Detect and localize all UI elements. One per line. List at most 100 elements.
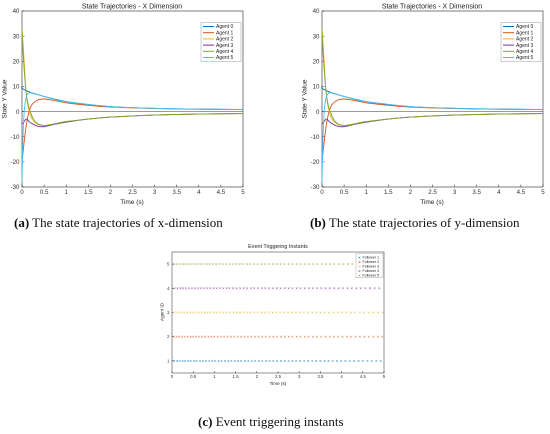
event-marker-follower-4 bbox=[378, 287, 381, 290]
event-marker-follower-3 bbox=[279, 311, 282, 314]
event-marker-follower-1 bbox=[344, 359, 347, 362]
event-marker-follower-1 bbox=[331, 359, 334, 362]
legend-label: Agent 4 bbox=[216, 49, 233, 55]
series-line-agent-4 bbox=[321, 28, 544, 126]
event-marker-follower-5 bbox=[312, 263, 315, 266]
event-marker-follower-1 bbox=[220, 359, 223, 362]
event-marker-follower-3 bbox=[235, 311, 238, 314]
event-marker-follower-5 bbox=[275, 263, 278, 266]
event-marker-follower-1 bbox=[348, 359, 351, 362]
event-marker-follower-4 bbox=[231, 287, 235, 290]
y-tick-label: 2 bbox=[167, 334, 170, 339]
event-marker-follower-2 bbox=[332, 335, 336, 338]
event-marker-follower-5 bbox=[215, 263, 218, 266]
event-marker-follower-5 bbox=[238, 263, 241, 266]
event-marker-follower-4 bbox=[320, 287, 323, 290]
event-marker-follower-2 bbox=[181, 335, 184, 338]
event-marker-follower-2 bbox=[311, 335, 314, 338]
legend-swatch bbox=[358, 265, 361, 268]
y-axis-label: State Y Value bbox=[2, 79, 9, 118]
event-marker-follower-5 bbox=[279, 263, 282, 266]
event-marker-follower-1 bbox=[366, 359, 369, 362]
event-marker-follower-2 bbox=[236, 335, 239, 338]
event-marker-follower-3 bbox=[186, 311, 189, 314]
event-marker-follower-5 bbox=[268, 263, 271, 266]
x-tick-label: 5 bbox=[241, 189, 245, 196]
event-marker-follower-1 bbox=[217, 359, 220, 362]
x-tick-label: 2 bbox=[256, 374, 259, 379]
x-tick-label: 5 bbox=[383, 374, 386, 379]
event-marker-follower-4 bbox=[268, 287, 271, 290]
event-marker-follower-5 bbox=[333, 263, 336, 266]
event-marker-follower-5 bbox=[218, 263, 221, 266]
y-tick-label: 4 bbox=[167, 286, 170, 291]
event-marker-follower-5 bbox=[184, 263, 187, 266]
y-tick-label: 10 bbox=[13, 84, 20, 91]
event-marker-follower-4 bbox=[184, 287, 188, 290]
x-tick-label: 4.5 bbox=[517, 189, 526, 196]
event-marker-follower-5 bbox=[199, 263, 202, 266]
event-marker-follower-2 bbox=[233, 335, 236, 338]
event-marker-follower-2 bbox=[320, 335, 323, 338]
event-marker-follower-4 bbox=[373, 287, 376, 290]
event-marker-follower-1 bbox=[204, 359, 207, 362]
event-marker-follower-3 bbox=[354, 311, 357, 314]
event-marker-follower-5 bbox=[342, 263, 345, 266]
x-axis-label: Time (s) bbox=[120, 199, 144, 206]
event-marker-follower-5 bbox=[242, 263, 245, 266]
event-marker-follower-2 bbox=[358, 335, 361, 338]
event-marker-follower-1 bbox=[319, 359, 322, 362]
event-marker-follower-5 bbox=[260, 263, 263, 266]
event-marker-follower-2 bbox=[283, 335, 286, 338]
event-marker-follower-2 bbox=[216, 335, 219, 338]
event-marker-follower-5 bbox=[228, 263, 231, 266]
x-tick-label: 4 bbox=[340, 374, 343, 379]
event-marker-follower-5 bbox=[190, 263, 193, 266]
event-marker-follower-4 bbox=[187, 287, 191, 290]
event-marker-follower-3 bbox=[242, 311, 245, 314]
event-marker-follower-3 bbox=[212, 311, 216, 314]
caption-c-label: (c) bbox=[198, 414, 212, 429]
event-marker-follower-4 bbox=[346, 287, 349, 290]
event-marker-follower-3 bbox=[229, 311, 232, 314]
event-marker-follower-5 bbox=[329, 263, 332, 266]
x-tick-label: 4.5 bbox=[217, 189, 226, 196]
event-marker-follower-1 bbox=[268, 359, 271, 362]
event-marker-follower-1 bbox=[379, 359, 382, 362]
event-marker-follower-1 bbox=[214, 359, 217, 362]
legend-swatch bbox=[358, 269, 361, 273]
event-marker-follower-2 bbox=[381, 335, 384, 338]
event-marker-follower-3 bbox=[271, 311, 274, 314]
event-marker-follower-4 bbox=[257, 287, 260, 290]
legend-label: Agent 5 bbox=[516, 55, 533, 61]
event-marker-follower-3 bbox=[363, 311, 366, 314]
x-tick-label: 0.5 bbox=[190, 374, 197, 379]
event-marker-follower-5 bbox=[221, 263, 224, 266]
event-marker-follower-1 bbox=[287, 359, 290, 362]
event-marker-follower-2 bbox=[240, 335, 243, 338]
x-tick-label: 0.5 bbox=[340, 189, 349, 196]
event-marker-follower-2 bbox=[229, 335, 232, 338]
event-marker-follower-3 bbox=[307, 311, 310, 314]
x-tick-label: 1 bbox=[213, 374, 216, 379]
caption-c: (c) Event triggering instants bbox=[198, 414, 344, 429]
event-marker-follower-4 bbox=[249, 287, 252, 290]
event-marker-follower-1 bbox=[243, 359, 246, 362]
y-tick-label: -10 bbox=[311, 134, 321, 141]
event-marker-follower-3 bbox=[287, 311, 290, 314]
legend-label: Agent 0 bbox=[216, 24, 233, 30]
event-marker-follower-5 bbox=[287, 263, 290, 266]
event-marker-follower-1 bbox=[315, 359, 318, 362]
legend-label: Agent 2 bbox=[216, 37, 233, 43]
legend-label: Follower 5 bbox=[363, 274, 380, 278]
x-tick-label: 3 bbox=[298, 374, 301, 379]
legend-label: Agent 5 bbox=[216, 55, 233, 61]
event-marker-follower-4 bbox=[235, 287, 238, 290]
event-marker-follower-1 bbox=[291, 359, 294, 362]
event-marker-follower-2 bbox=[287, 335, 290, 338]
event-marker-follower-2 bbox=[272, 335, 275, 338]
event-marker-follower-1 bbox=[250, 359, 253, 362]
event-marker-follower-5 bbox=[212, 263, 215, 266]
y-tick-label: 0 bbox=[16, 109, 20, 116]
x-tick-label: 4 bbox=[197, 189, 201, 196]
